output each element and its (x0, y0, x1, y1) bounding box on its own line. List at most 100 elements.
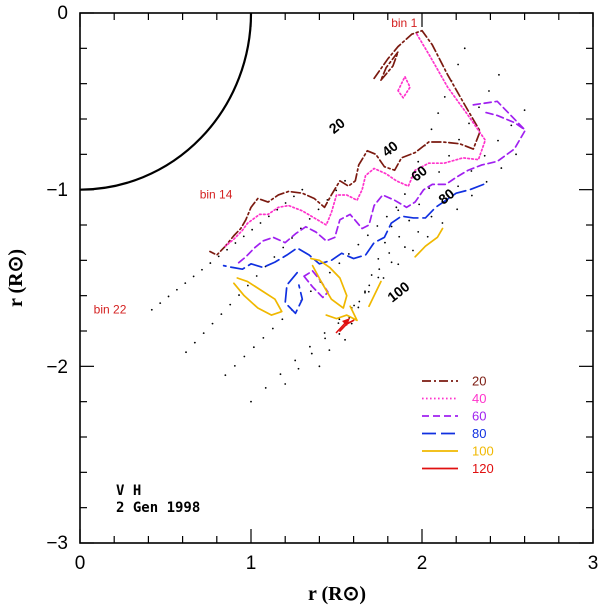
ray-dot (176, 288, 178, 291)
ray-dot (457, 63, 459, 66)
bin-ray-dots (150, 47, 526, 403)
ray-dot (388, 252, 391, 254)
ray-dot (226, 248, 228, 251)
ray-dot (209, 262, 212, 264)
ray-dot (193, 341, 196, 344)
ray-dot (317, 208, 320, 211)
contour-line-100 (233, 277, 283, 316)
ray-dot (167, 295, 170, 298)
ray-dot (350, 322, 353, 325)
ray-dot (229, 303, 232, 306)
ray-dot (498, 73, 500, 76)
contour-line-60-loop (472, 100, 526, 131)
ray-dot (250, 400, 252, 403)
y-tick-label: −2 (46, 357, 68, 378)
ray-dot (408, 219, 411, 222)
ray-dot (438, 171, 440, 173)
ray-dot (273, 256, 276, 258)
ray-dot (500, 167, 503, 169)
ray-dot (246, 284, 249, 287)
ray-dot (390, 225, 393, 228)
ray-dot (309, 290, 312, 293)
ray-dot (242, 235, 245, 238)
ray-dot (201, 268, 203, 271)
x-tick-label: 0 (75, 553, 86, 574)
legend: 20 40 60 80 100 120 (422, 374, 494, 476)
ray-dot (267, 215, 270, 218)
ray-dot (185, 351, 187, 354)
ray-dot (291, 237, 293, 239)
ray-dot (478, 106, 480, 109)
ray-dot (301, 188, 304, 191)
ray-dot (217, 255, 220, 258)
ray-dot (370, 274, 373, 276)
ray-dot (364, 290, 366, 293)
ray-dot (308, 218, 311, 220)
contour-line-20-loop (380, 51, 399, 81)
ray-dot (398, 235, 401, 238)
x-axis-label: r (R⊙) (308, 583, 366, 605)
ray-dot (437, 112, 440, 115)
ray-dot (284, 202, 287, 204)
ray-dot (338, 333, 341, 335)
ray-dot (211, 322, 214, 325)
bin-label: bin 22 (94, 302, 127, 316)
ray-dot (485, 180, 488, 183)
contour-line-100-b (310, 257, 348, 309)
ray-dot (337, 322, 340, 325)
ray-dot (382, 277, 385, 279)
ray-dot (279, 373, 282, 376)
ray-dot (377, 276, 380, 279)
contour-line-100-e (414, 227, 444, 258)
contour-line-40-loop (397, 75, 411, 99)
ray-dot (192, 275, 195, 278)
ray-dot (488, 90, 490, 92)
y-axis-label: r (R⊙) (5, 249, 27, 307)
ray-dot (458, 138, 460, 141)
ray-dot (353, 304, 355, 307)
ray-dot (418, 203, 421, 206)
ray-dot (233, 364, 236, 367)
ray-dot (366, 234, 369, 237)
ray-dot (523, 109, 526, 112)
solar-limb-arc (79, 12, 253, 191)
ray-dot (318, 365, 321, 368)
ray-dot (428, 187, 431, 190)
ray-dot (384, 241, 386, 244)
y-tick-label: −3 (46, 533, 68, 554)
ray-dot (368, 284, 371, 287)
contour-series (209, 29, 526, 332)
solar-limb (79, 12, 253, 191)
legend-label: 40 (472, 391, 486, 406)
arrow-indicator (335, 318, 350, 334)
observation-date: 2 Gen 1998 (116, 500, 200, 516)
x-tick-label: 3 (588, 553, 599, 574)
ray-dot (357, 243, 360, 246)
ray-dot (404, 246, 406, 248)
legend-label: 120 (472, 461, 494, 476)
observation-line-1: V H (116, 483, 141, 499)
ray-dot (358, 300, 361, 303)
ray-dot (202, 332, 205, 335)
ray-dot (448, 154, 450, 157)
ray-dot (324, 337, 326, 340)
ray-dot (344, 338, 346, 341)
ray-dot (430, 215, 433, 218)
plot-frame (79, 12, 594, 544)
contour-line-40 (224, 33, 487, 248)
ray-dot (224, 374, 227, 377)
ray-dot (294, 359, 297, 362)
ray-dot (510, 124, 513, 127)
ray-dot (234, 242, 237, 244)
x-tick-label: 1 (246, 553, 257, 574)
ray-dot (297, 367, 300, 370)
ray-dot (150, 308, 153, 311)
contour-line-60 (236, 130, 526, 265)
axis-ticks (79, 12, 594, 544)
ray-dot (390, 261, 393, 264)
ray-dot (463, 47, 466, 50)
ray-dot (443, 96, 446, 98)
ray-dot (441, 222, 444, 224)
ray-dot (259, 222, 262, 224)
ray-dot (404, 193, 406, 195)
